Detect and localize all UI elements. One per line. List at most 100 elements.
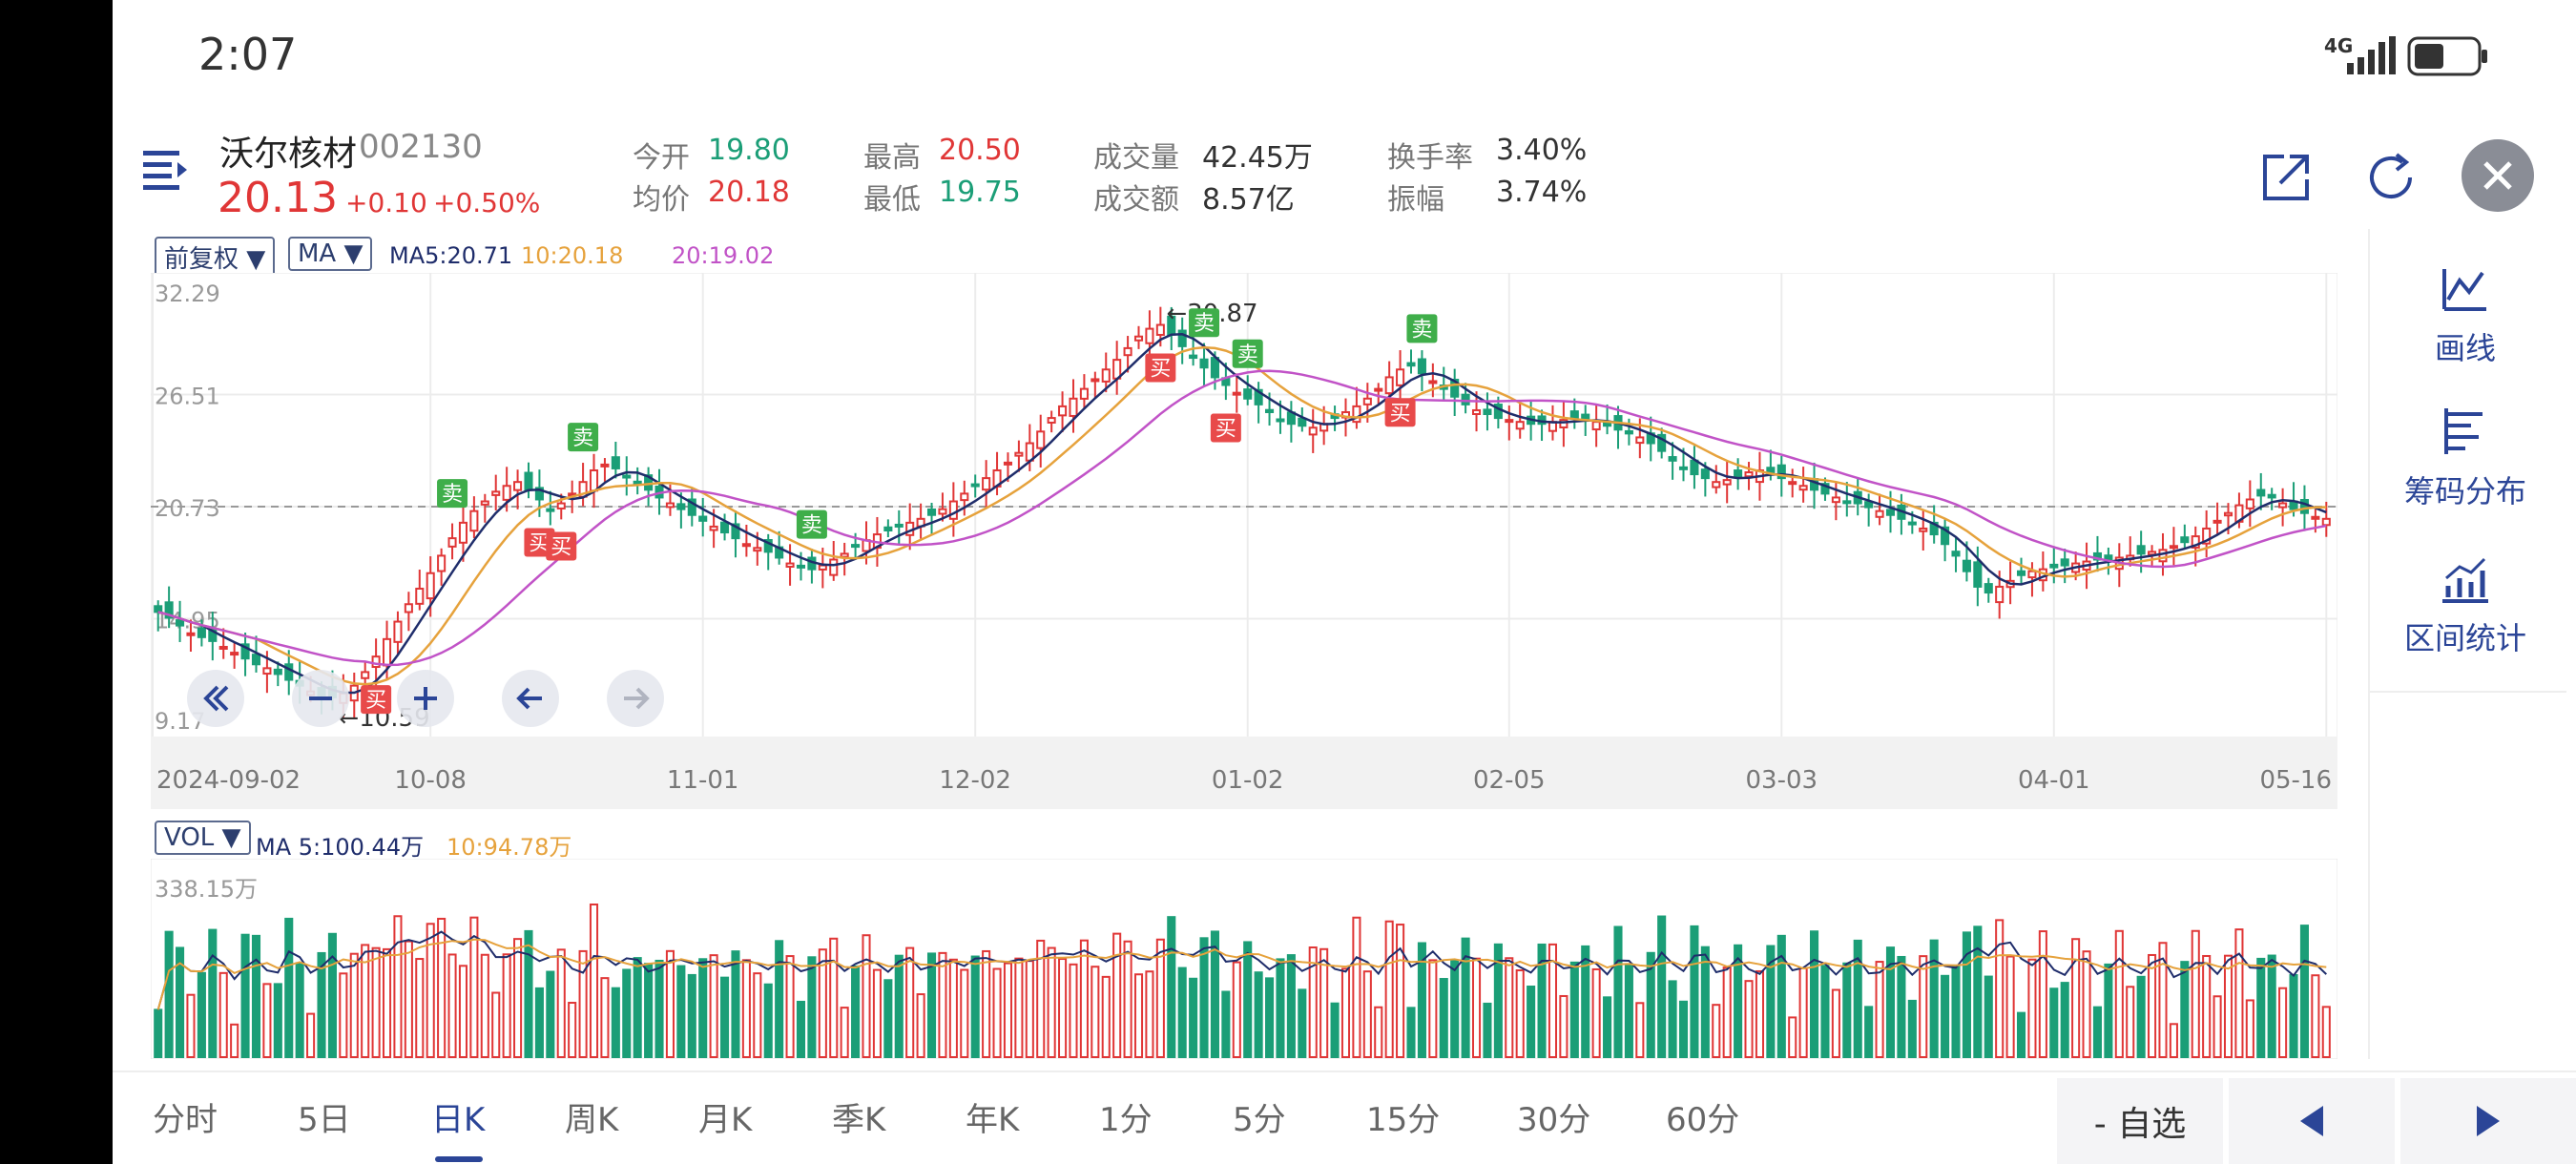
volume-bar <box>1591 967 1601 1058</box>
sidebar-item-draw[interactable]: 画线 <box>2370 261 2561 368</box>
volume-bar <box>1919 955 1928 1058</box>
menu-icon[interactable] <box>141 145 191 195</box>
ma20-value: 20:19.02 <box>672 242 775 269</box>
range-stats-icon <box>2442 557 2488 603</box>
candle-body <box>1678 466 1689 470</box>
candle-body <box>2321 517 2331 527</box>
volume-bar <box>1243 941 1253 1058</box>
signal-label: 买 <box>551 536 571 560</box>
sell-signal: 卖 <box>796 509 827 539</box>
volume-bar <box>1788 1016 1797 1058</box>
avg-label: 均价 <box>633 183 690 217</box>
candle-body <box>1831 496 1840 504</box>
volume-bar <box>633 957 642 1058</box>
volume-bar <box>491 991 501 1058</box>
candle-body <box>1668 456 1677 462</box>
volume-bar <box>1853 939 1862 1058</box>
signal-badge <box>1145 353 1176 383</box>
volume-bar <box>339 972 348 1058</box>
candle-body <box>698 515 708 522</box>
stock-code: 002130 <box>359 128 483 166</box>
tab-quarterly-k[interactable]: 季K <box>832 1101 886 1139</box>
tab-daily-k[interactable]: 日K <box>431 1101 486 1139</box>
sidebar-item-range-stats[interactable]: 区间统计 <box>2370 551 2561 658</box>
candle-body <box>2311 515 2320 520</box>
volume-bar <box>240 933 250 1058</box>
draw-line-icon <box>2442 269 2486 311</box>
candle-body <box>785 562 795 568</box>
volume-bar <box>164 930 174 1058</box>
prev-stock-button[interactable] <box>2229 1078 2395 1164</box>
tab-monthly-k[interactable]: 月K <box>698 1101 753 1139</box>
tab-5day[interactable]: 5日 <box>298 1101 351 1139</box>
signal-label: 卖 <box>1194 312 1215 336</box>
share-icon[interactable] <box>2259 151 2313 204</box>
adjust-dropdown[interactable]: 前复权 ▼ <box>155 237 276 278</box>
candle-body <box>208 628 218 642</box>
vol-dropdown[interactable]: VOL ▼ <box>155 821 251 855</box>
active-tab-indicator <box>435 1156 483 1162</box>
tab-yearly-k[interactable]: 年K <box>966 1101 1020 1139</box>
tab-5min[interactable]: 5分 <box>1233 1101 1286 1139</box>
next-stock-button[interactable] <box>2400 1078 2576 1164</box>
status-time: 2:07 <box>198 29 298 80</box>
indicator-dropdown[interactable]: MA ▼ <box>288 237 373 271</box>
signal-badge <box>1210 413 1241 443</box>
stock-name: 沃尔核材 <box>219 135 358 174</box>
volume-bar <box>1177 967 1187 1058</box>
tab-1min[interactable]: 1分 <box>1099 1101 1153 1139</box>
tab-intraday[interactable]: 分时 <box>153 1101 218 1139</box>
y-tick-label: 26.51 <box>155 384 220 410</box>
sell-signal: 卖 <box>568 423 599 452</box>
volume-bar <box>2016 1011 2026 1058</box>
tab-60min[interactable]: 60分 <box>1666 1101 1740 1139</box>
refresh-icon[interactable] <box>2364 149 2421 206</box>
candle-body <box>2256 488 2266 497</box>
volume-bar <box>1962 931 1971 1058</box>
rewind-icon[interactable] <box>185 668 246 729</box>
volume-bar <box>1657 915 1667 1058</box>
tab-weekly-k[interactable]: 周K <box>565 1101 619 1139</box>
zoom-in-icon[interactable] <box>395 668 456 729</box>
pan-left-icon[interactable] <box>500 668 561 729</box>
candle-body <box>426 572 435 600</box>
volume-bar <box>2289 973 2298 1058</box>
signal-label: 卖 <box>442 483 463 507</box>
volume-bar <box>262 983 272 1059</box>
volume-bar <box>2245 999 2254 1058</box>
sidebar-item-chips[interactable]: 筹码分布 <box>2370 405 2561 511</box>
volume-bar <box>1798 967 1808 1058</box>
close-icon[interactable] <box>2460 137 2536 214</box>
volume-bar <box>1493 943 1503 1058</box>
volume-bar <box>698 958 708 1058</box>
stock-change-pct: +0.50% <box>433 187 541 218</box>
tab-15min[interactable]: 15分 <box>1366 1101 1441 1139</box>
tab-30min[interactable]: 30分 <box>1517 1101 1591 1139</box>
volume-bar <box>1951 965 1961 1058</box>
candlestick-chart[interactable]: 2024-09-02 10-08 11-01 12-02 01-02 02-05 03-03… <box>151 273 2337 809</box>
caret-left-icon <box>2300 1106 2323 1136</box>
amount-value: 8.57亿 <box>1202 183 1295 217</box>
pan-right-icon[interactable] <box>605 668 666 729</box>
volume-bar <box>327 932 337 1058</box>
volume-bar <box>2202 954 2212 1058</box>
volume-bar <box>1025 960 1034 1058</box>
volume-bar <box>480 953 489 1058</box>
volume-bar <box>1700 946 1710 1058</box>
volume-bar <box>2169 1023 2178 1058</box>
candle-body <box>240 643 250 660</box>
volume-chart[interactable]: 338.15万 <box>151 859 2337 1059</box>
signal-badge <box>546 531 577 561</box>
zoom-out-icon[interactable] <box>290 668 351 729</box>
candle-body <box>197 627 206 638</box>
volume-bar <box>1374 1006 1383 1059</box>
volume-bar <box>1286 954 1296 1058</box>
candle-body <box>829 558 839 576</box>
volume-bar <box>524 929 533 1059</box>
volume-bar <box>1396 924 1405 1058</box>
watchlist-button[interactable]: - 自选 <box>2057 1078 2223 1164</box>
volume-bar <box>404 940 413 1058</box>
volume-bar <box>1014 957 1024 1058</box>
signal-label: 买 <box>1150 358 1171 382</box>
candle-body <box>948 500 958 520</box>
